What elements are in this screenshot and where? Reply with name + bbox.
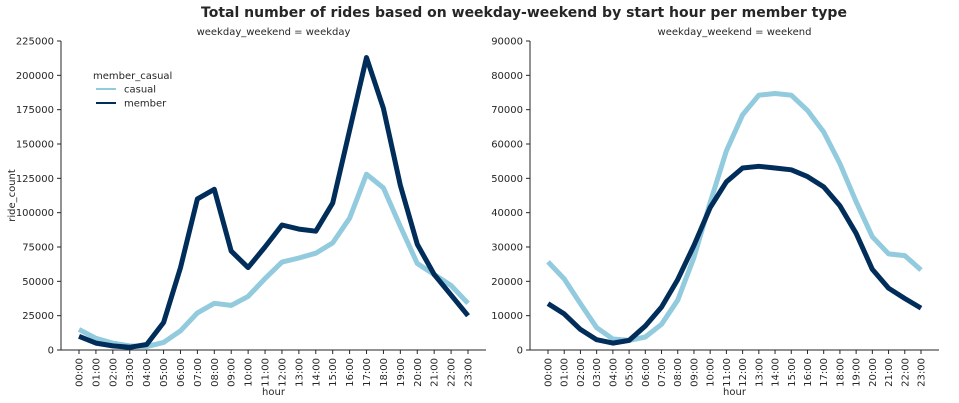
x-tick-label: 02:00 xyxy=(108,358,119,387)
x-tick-label: 01:00 xyxy=(91,358,102,387)
x-tick-label: 21:00 xyxy=(884,358,895,387)
legend-label-casual: casual xyxy=(124,85,156,96)
x-tick-label: 16:00 xyxy=(803,358,814,387)
x-tick-label: 00:00 xyxy=(544,358,555,387)
y-axis-label: ride_count xyxy=(7,169,18,222)
x-tick-label: 20:00 xyxy=(413,358,424,387)
x-tick-label: 05:00 xyxy=(159,358,170,387)
x-tick-label: 21:00 xyxy=(430,358,441,387)
x-tick-label: 09:00 xyxy=(689,358,700,387)
x-tick-label: 16:00 xyxy=(345,358,356,387)
y-tick-label: 25000 xyxy=(22,311,54,322)
y-tick-label: 70000 xyxy=(491,105,523,116)
series-line-member xyxy=(78,55,470,350)
x-tick-label: 10:00 xyxy=(706,358,717,387)
x-tick-label: 02:00 xyxy=(576,358,587,387)
y-tick-label: 75000 xyxy=(22,243,54,254)
x-tick-label: 08:00 xyxy=(210,358,221,387)
y-tick-label: 50000 xyxy=(22,277,54,288)
x-tick-label: 01:00 xyxy=(560,358,571,387)
y-tick-label: 175000 xyxy=(16,105,54,116)
x-tick-label: 09:00 xyxy=(227,358,238,387)
panel-title: weekday_weekend = weekday xyxy=(197,27,351,38)
x-tick-label: 18:00 xyxy=(379,358,390,387)
y-tick-label: 0 xyxy=(48,346,54,357)
x-tick-label: 20:00 xyxy=(868,358,879,387)
legend-title: member_casual xyxy=(93,71,172,82)
x-tick-label: 10:00 xyxy=(244,358,255,387)
x-tick-label: 14:00 xyxy=(771,358,782,387)
x-tick-label: 23:00 xyxy=(464,358,475,387)
x-tick-label: 04:00 xyxy=(608,358,619,387)
x-tick-label: 13:00 xyxy=(294,358,305,387)
x-tick-label: 22:00 xyxy=(447,358,458,387)
x-tick-label: 15:00 xyxy=(328,358,339,387)
y-tick-label: 10000 xyxy=(491,311,523,322)
x-tick-label: 04:00 xyxy=(142,358,153,387)
series-line-casual xyxy=(546,91,923,343)
y-tick-label: 80000 xyxy=(491,71,523,82)
x-tick-label: 13:00 xyxy=(754,358,765,387)
y-tick-label: 60000 xyxy=(491,140,523,151)
x-tick-label: 23:00 xyxy=(917,358,928,387)
y-tick-label: 100000 xyxy=(16,208,54,219)
legend-label-member: member xyxy=(124,99,167,110)
x-tick-label: 19:00 xyxy=(396,358,407,387)
x-tick-label: 11:00 xyxy=(261,358,272,387)
series-line-member xyxy=(546,163,923,346)
x-tick-label: 07:00 xyxy=(193,358,204,387)
chart-suptitle: Total number of rides based on weekday-w… xyxy=(201,5,847,21)
x-tick-label: 06:00 xyxy=(176,358,187,387)
series-line-casual xyxy=(77,171,470,350)
x-tick-label: 05:00 xyxy=(625,358,636,387)
panel-weekend: weekday_weekend = weekend 0 10000 20000 3000… xyxy=(491,27,939,398)
x-tick-label: 15:00 xyxy=(787,358,798,387)
x-axis-label: hour xyxy=(262,387,286,398)
x-axis-label: hour xyxy=(723,387,747,398)
x-tick-label: 14:00 xyxy=(311,358,322,387)
panel-weekday: weekday_weekend = weekday 0 25000 50000 7500… xyxy=(7,27,486,398)
y-tick-label: 20000 xyxy=(491,277,523,288)
x-tick-label: 11:00 xyxy=(722,358,733,387)
panel-title: weekday_weekend = weekend xyxy=(658,27,812,38)
y-tick-label: 125000 xyxy=(16,174,54,185)
x-tick-label: 12:00 xyxy=(277,358,288,387)
x-tick-label: 07:00 xyxy=(657,358,668,387)
x-tick-label: 17:00 xyxy=(362,358,373,387)
y-tick-label: 225000 xyxy=(16,37,54,48)
y-tick-label: 50000 xyxy=(491,174,523,185)
y-tick-label: 150000 xyxy=(16,140,54,151)
y-tick-label: 200000 xyxy=(16,71,54,82)
x-tick-label: 18:00 xyxy=(835,358,846,387)
x-tick-label: 17:00 xyxy=(819,358,830,387)
x-tick-label: 08:00 xyxy=(673,358,684,387)
x-tick-label: 19:00 xyxy=(852,358,863,387)
y-tick-label: 40000 xyxy=(491,208,523,219)
x-tick-label: 12:00 xyxy=(738,358,749,387)
x-tick-label: 03:00 xyxy=(592,358,603,387)
x-tick-label: 06:00 xyxy=(641,358,652,387)
y-tick-label: 90000 xyxy=(491,37,523,48)
y-tick-label: 30000 xyxy=(491,243,523,254)
x-tick-label: 22:00 xyxy=(900,358,911,387)
x-tick-label: 03:00 xyxy=(125,358,136,387)
y-tick-label: 0 xyxy=(517,346,523,357)
x-tick-label: 00:00 xyxy=(75,358,86,387)
